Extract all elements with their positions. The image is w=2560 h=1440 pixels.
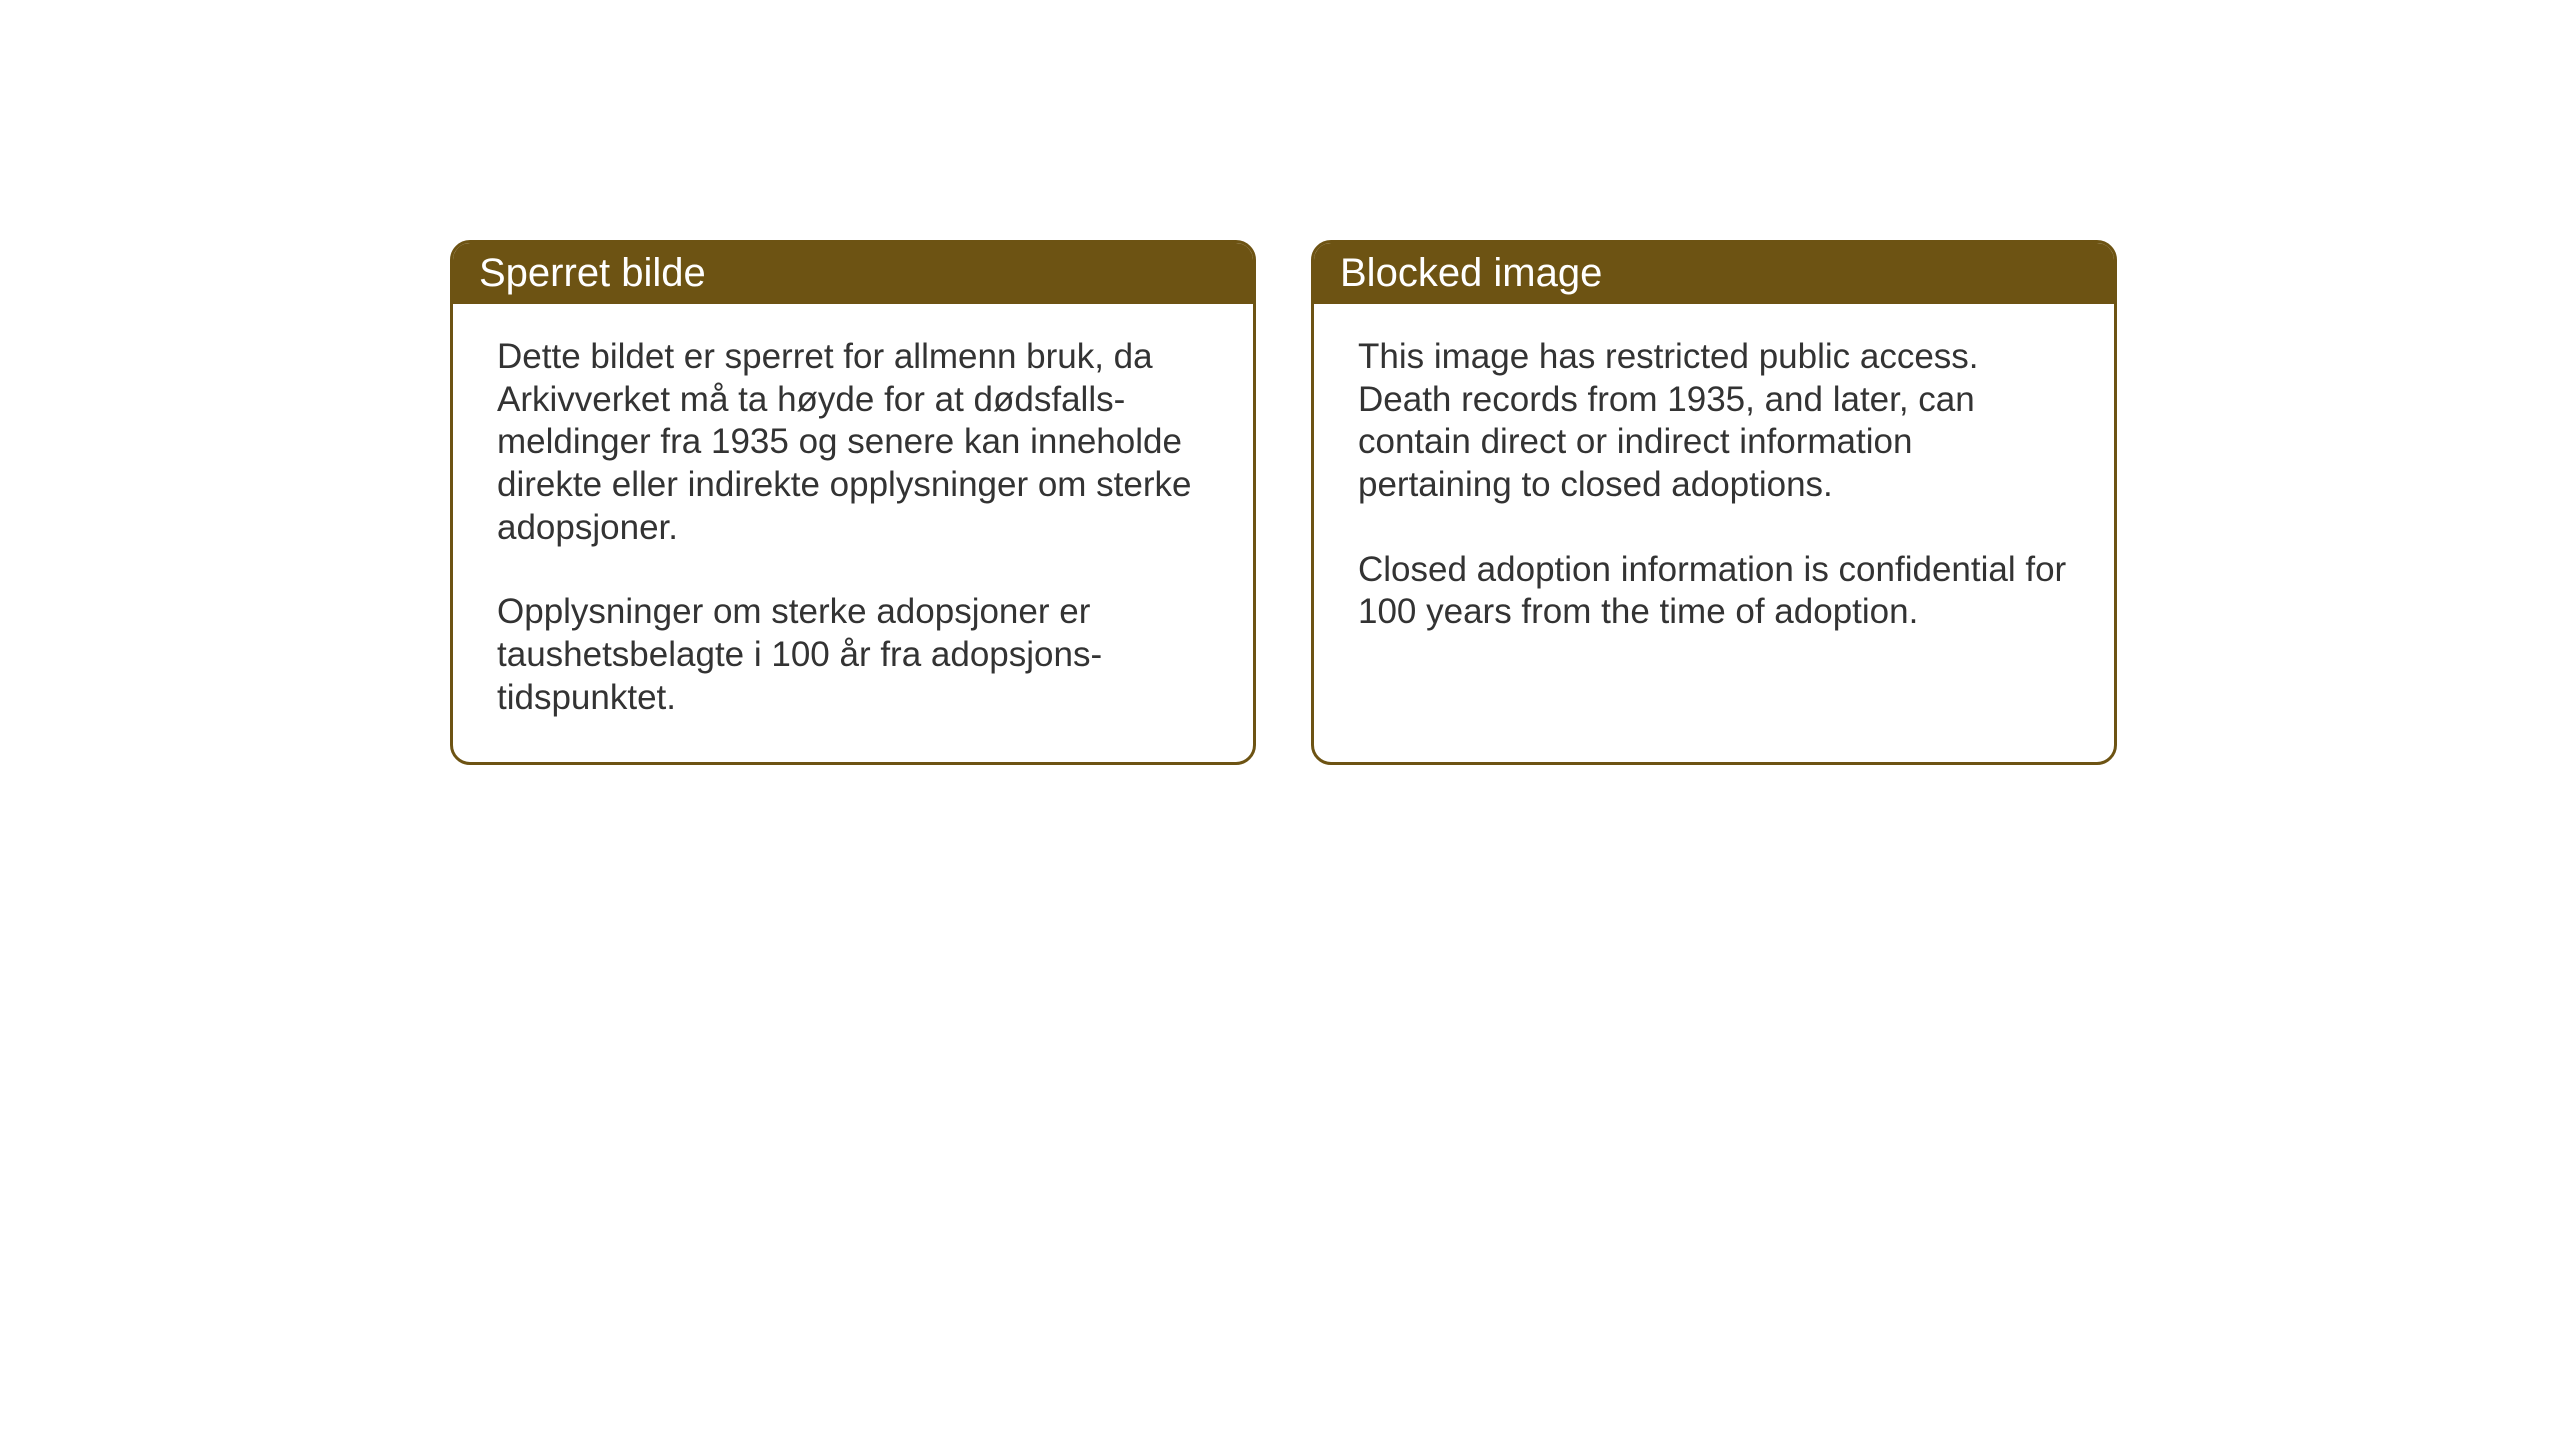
- card-body-english: This image has restricted public access.…: [1314, 304, 2114, 739]
- card-paragraph-norwegian-2: Opplysninger om sterke adopsjoner er tau…: [497, 591, 1209, 719]
- card-paragraph-norwegian-1: Dette bildet er sperret for allmenn bruk…: [497, 336, 1209, 549]
- card-body-norwegian: Dette bildet er sperret for allmenn bruk…: [453, 304, 1253, 762]
- card-header-norwegian: Sperret bilde: [453, 243, 1253, 304]
- info-card-english: Blocked image This image has restricted …: [1311, 240, 2117, 765]
- card-header-english: Blocked image: [1314, 243, 2114, 304]
- info-cards-container: Sperret bilde Dette bildet er sperret fo…: [450, 240, 2117, 765]
- card-paragraph-english-1: This image has restricted public access.…: [1358, 336, 2070, 507]
- card-title-english: Blocked image: [1340, 251, 1602, 295]
- info-card-norwegian: Sperret bilde Dette bildet er sperret fo…: [450, 240, 1256, 765]
- card-title-norwegian: Sperret bilde: [479, 251, 706, 295]
- card-paragraph-english-2: Closed adoption information is confident…: [1358, 549, 2070, 634]
